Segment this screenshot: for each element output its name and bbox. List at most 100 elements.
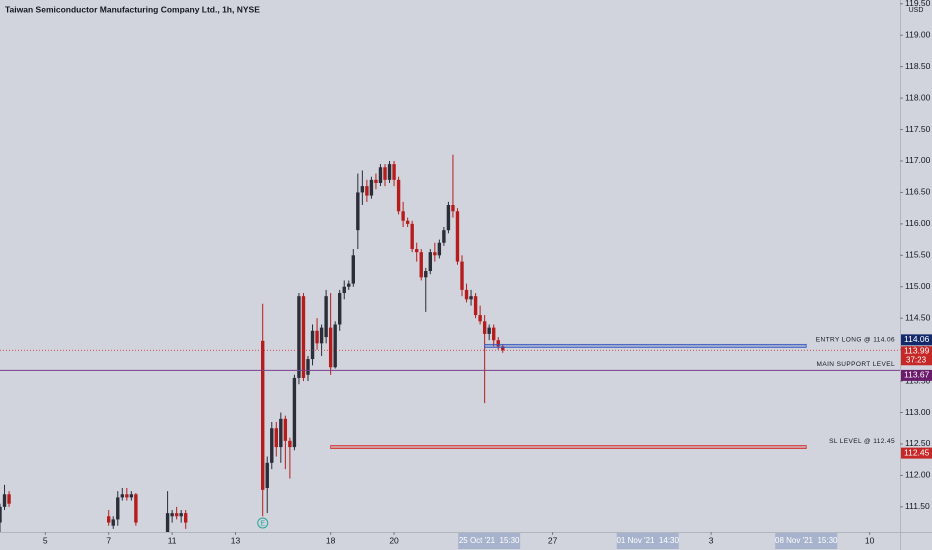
candle-body xyxy=(424,271,428,278)
candle-body xyxy=(347,283,351,287)
chart-title: Taiwan Semiconductor Manufacturing Compa… xyxy=(5,4,260,14)
candle-body xyxy=(415,249,419,253)
candle-body xyxy=(270,428,274,463)
y-tick-label: 119.00 xyxy=(905,29,931,39)
y-tick-label: 113.00 xyxy=(905,407,931,417)
candle-body xyxy=(170,513,174,517)
countdown-label: 37:23 xyxy=(906,355,927,364)
candle-body xyxy=(125,494,129,498)
y-tick-label: 119.50 xyxy=(905,0,931,8)
y-tick-label: 116.00 xyxy=(905,218,931,228)
candle-body xyxy=(333,324,337,368)
candle-body xyxy=(387,164,392,180)
candle-body xyxy=(360,186,365,193)
event-label: E xyxy=(260,520,265,527)
x-tick-label: 27 xyxy=(548,535,558,545)
candle-body xyxy=(315,330,319,344)
candle-body xyxy=(319,327,324,344)
candle-body xyxy=(396,179,401,212)
candle-body xyxy=(120,494,124,498)
y-tick-label: 118.00 xyxy=(905,92,931,102)
level-label: MAIN SUPPORT LEVEL xyxy=(817,361,895,368)
candle-body xyxy=(301,296,306,378)
x-highlight-label: 08 Nov '21 15:30 xyxy=(775,536,838,545)
candle-body xyxy=(492,327,496,341)
y-tick-label: 115.00 xyxy=(905,281,931,291)
candle-body xyxy=(324,296,328,338)
candle-body xyxy=(455,211,460,262)
candle-body xyxy=(306,359,310,375)
candle-body xyxy=(7,494,11,504)
candle-body xyxy=(405,220,410,224)
candle-body xyxy=(265,462,269,488)
y-tick-label: 117.50 xyxy=(905,124,931,134)
candle-body xyxy=(473,296,478,316)
candle-body xyxy=(328,327,333,368)
candle-body xyxy=(351,255,355,284)
x-tick-label: 7 xyxy=(106,535,111,545)
candle-body xyxy=(478,315,482,322)
level-label: ENTRY LONG @ 114.06 xyxy=(816,337,895,344)
candle-body xyxy=(383,167,387,180)
level-label: SL LEVEL @ 112.45 xyxy=(829,438,895,445)
candle-body xyxy=(338,293,342,325)
level-badge-label: 114.06 xyxy=(904,334,930,344)
x-tick-label: 20 xyxy=(389,535,399,545)
candle-body xyxy=(464,289,469,300)
x-highlight-label: 25 Oct '21 15:30 xyxy=(459,536,520,545)
level-badge xyxy=(901,369,932,381)
candle-body xyxy=(469,296,473,300)
candle-body xyxy=(165,513,170,532)
level-badge xyxy=(901,447,932,459)
y-tick-label: 117.00 xyxy=(905,155,931,165)
candle-body xyxy=(482,321,487,334)
candle-body xyxy=(288,440,292,448)
x-tick-label: 3 xyxy=(709,535,714,545)
candle-body xyxy=(437,242,442,256)
candle-body xyxy=(428,252,432,272)
y-tick-label: 112.00 xyxy=(905,470,931,480)
candle-body xyxy=(378,167,383,183)
level-badge xyxy=(901,334,932,346)
candle-body xyxy=(111,519,115,526)
candle-body xyxy=(134,494,138,523)
level-badge-label: 112.45 xyxy=(904,447,930,457)
plot-area xyxy=(0,154,900,532)
candle-body xyxy=(297,296,301,378)
candle-body xyxy=(116,497,120,520)
overlay: 111.50112.00112.50113.00113.50114.00114.… xyxy=(43,0,932,549)
x-highlight-box xyxy=(616,533,679,549)
candle-body xyxy=(460,261,464,290)
candle-body xyxy=(292,377,297,448)
x-tick-label: 11 xyxy=(168,535,177,545)
candle-body xyxy=(279,418,283,448)
candle-body xyxy=(392,164,396,180)
x-tick-label: 18 xyxy=(326,535,336,545)
candle-body xyxy=(446,205,451,231)
candle-body xyxy=(365,186,369,196)
y-tick-label: 118.50 xyxy=(905,61,931,71)
y-tick-label: 114.50 xyxy=(905,312,931,322)
candle-body xyxy=(433,252,437,256)
candle-body xyxy=(2,494,7,507)
candle-body xyxy=(107,516,111,523)
candle-body xyxy=(283,418,288,441)
candle-body xyxy=(261,340,265,490)
candle-body xyxy=(184,513,188,523)
x-highlight-box xyxy=(458,533,521,549)
candle-body xyxy=(496,340,500,347)
last-price-label: 113.99 xyxy=(904,346,930,356)
candle-body xyxy=(174,513,179,517)
candle-body xyxy=(310,330,315,360)
event-marker xyxy=(257,517,269,529)
candle-body xyxy=(369,179,374,196)
x-highlight-label: 01 Nov '21 14:30 xyxy=(616,536,679,545)
candle-body xyxy=(129,494,134,498)
candle-body xyxy=(401,211,405,221)
candle-body xyxy=(442,230,446,243)
level-band xyxy=(330,445,807,450)
x-tick-label: 10 xyxy=(865,535,875,545)
candle-body xyxy=(274,428,278,448)
